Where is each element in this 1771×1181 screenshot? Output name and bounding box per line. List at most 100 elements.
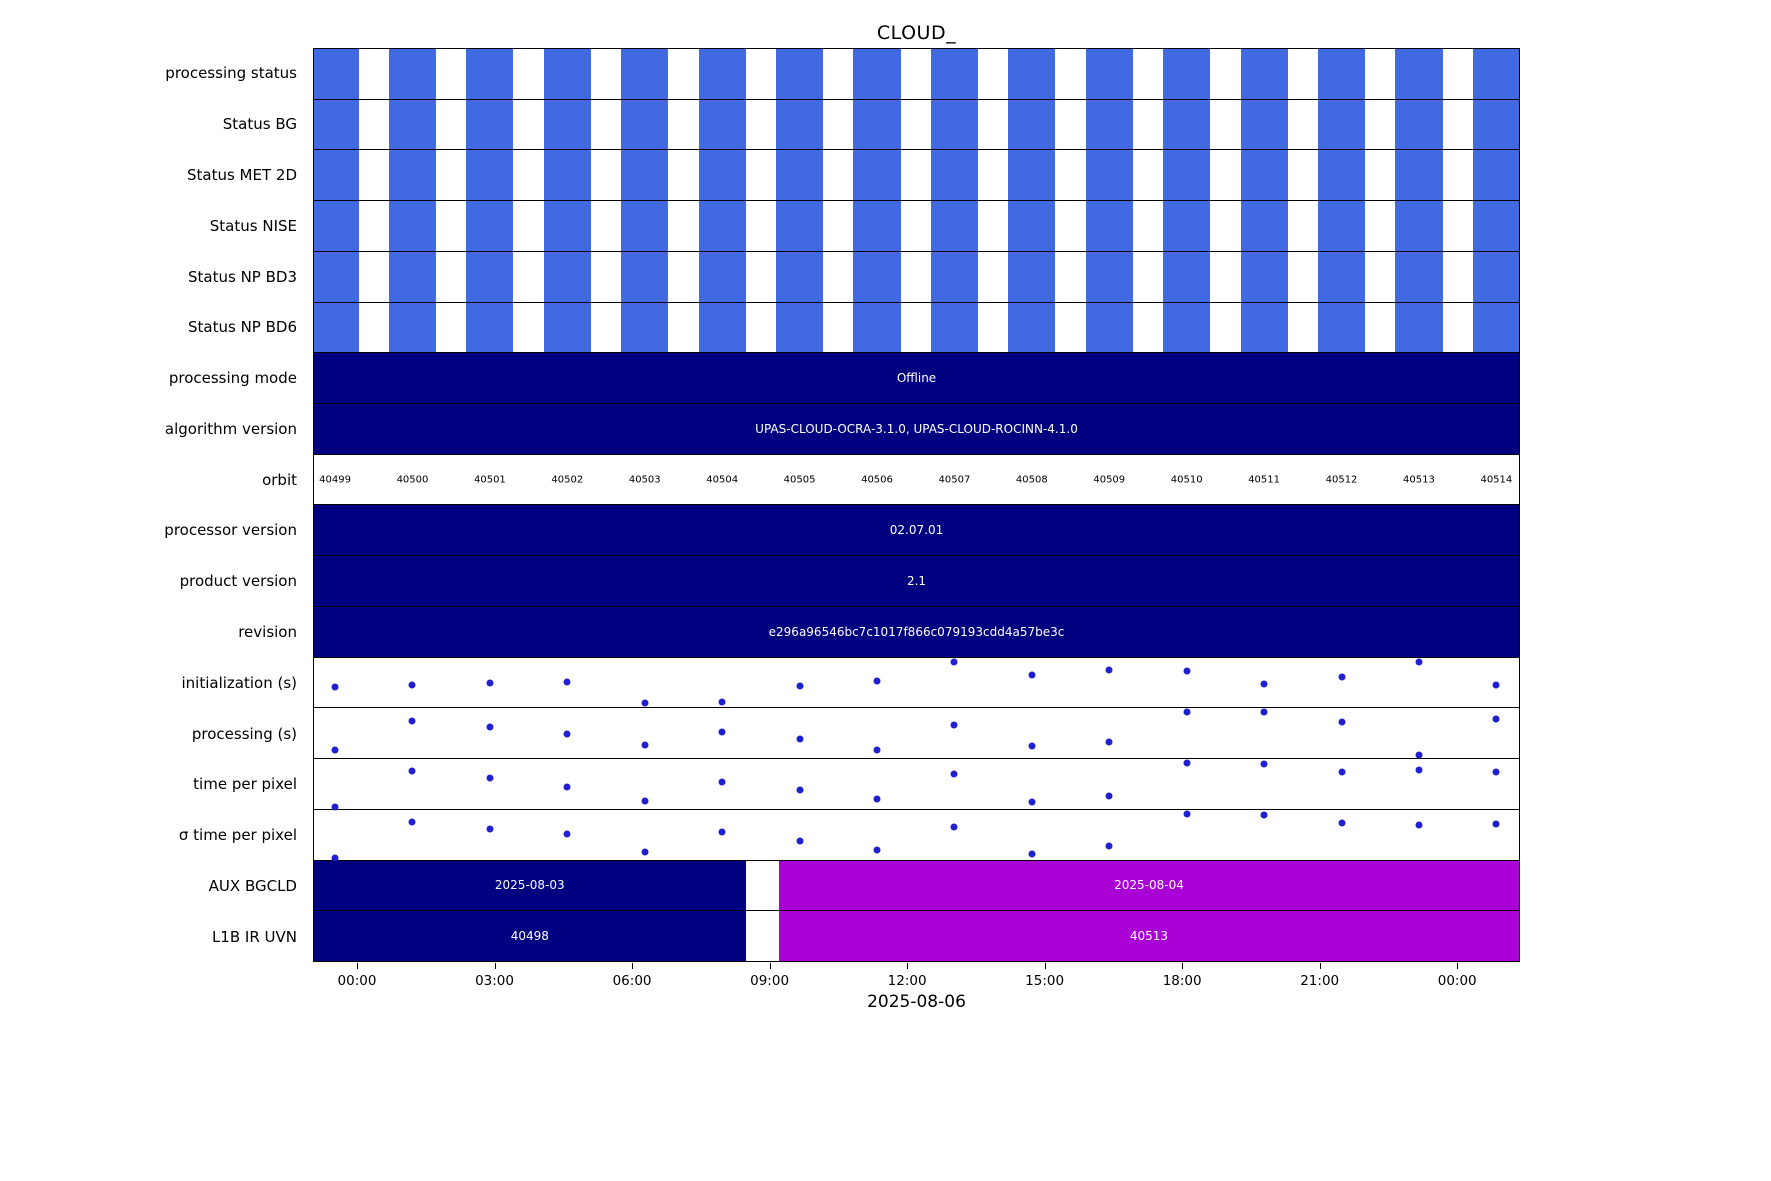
status-bar (621, 99, 669, 150)
orbit-number: 40503 (628, 474, 661, 486)
scatter-dot (486, 774, 494, 782)
scatter-dot (1415, 766, 1423, 774)
row-status-met-2d (314, 150, 1519, 202)
bar-value-processing-mode: Offline (896, 371, 937, 386)
orbit-number: 40512 (1325, 474, 1358, 486)
row-label-algorithm-version: algorithm version (164, 419, 297, 438)
row-revision: e296a96546bc7c1017f866c079193cdd4a57be3c (314, 606, 1519, 658)
scatter-dot (1415, 821, 1423, 829)
status-bar (853, 49, 901, 99)
status-bar (388, 99, 437, 150)
status-bar (1085, 49, 1133, 99)
x-tick-label: 09:00 (750, 973, 790, 989)
scatter-dot (641, 848, 649, 856)
scatter-dot (796, 682, 804, 690)
x-tick-mark (632, 963, 634, 969)
scatter-dot (641, 741, 649, 749)
scatter-dot (796, 837, 804, 845)
bar-value-processor-version: 02.07.01 (889, 523, 944, 538)
status-bar (1395, 201, 1443, 251)
row-label-status-met-2d: Status MET 2D (186, 165, 297, 184)
row-label-time-per-pixel: time per pixel (193, 775, 297, 794)
status-bar (388, 251, 437, 302)
scatter-dot (1260, 680, 1268, 688)
scatter-dot (1105, 842, 1113, 850)
scatter-dot (1260, 760, 1268, 768)
status-bar (1472, 251, 1519, 302)
orbit-number: 40502 (551, 474, 584, 486)
scatter-dot (950, 721, 958, 729)
status-bar (388, 49, 437, 99)
scatter-dot (796, 735, 804, 743)
x-tick-mark (1182, 963, 1184, 969)
status-bar (1163, 49, 1211, 99)
x-axis-label: 2025-08-06 (867, 992, 966, 1012)
scatter-dot (331, 854, 339, 862)
row-label-l1b-ir-uvn: L1B IR UVN (211, 927, 297, 946)
scatter-dot (563, 830, 571, 838)
status-bar (1240, 302, 1288, 353)
scatter-dot (1183, 759, 1191, 767)
status-bar (853, 302, 901, 353)
status-bar (388, 302, 437, 353)
status-bar (853, 251, 901, 302)
scatter-dot (486, 723, 494, 731)
scatter-dot (1028, 850, 1036, 858)
scatter-dot (1338, 768, 1346, 776)
row-label-revision: revision (238, 622, 297, 641)
status-bar (698, 150, 746, 201)
scatter-dot (1260, 708, 1268, 716)
status-bar (698, 201, 746, 251)
row-label-orbit: orbit (262, 470, 297, 489)
scatter-dot (1260, 811, 1268, 819)
status-bar (466, 49, 514, 99)
scatter-dot (718, 728, 726, 736)
status-bar (698, 49, 746, 99)
x-tick-mark (494, 963, 496, 969)
status-bar (1163, 201, 1211, 251)
scatter-dot (331, 683, 339, 691)
scatter-dot (1105, 792, 1113, 800)
status-bar (1317, 302, 1366, 353)
scatter-dot (718, 778, 726, 786)
status-bar (1472, 49, 1519, 99)
scatter-dot (873, 795, 881, 803)
status-bar (1008, 201, 1056, 251)
scatter-dot (796, 786, 804, 794)
row-orbit: 40499 40500 40501 40502 40503 40504 40505 40506… (314, 455, 1519, 506)
status-bar (621, 150, 669, 201)
bar-value-algorithm-version: UPAS-CLOUD-OCRA-3.1.0, UPAS-CLOUD-ROCINN… (755, 421, 1078, 436)
chart-title: CLOUD_ (876, 22, 957, 44)
status-bar (776, 251, 824, 302)
status-bar (1472, 150, 1519, 201)
status-bar (1085, 302, 1133, 353)
row-aux-bgcld: 2025-08-03 2025-08-04 (314, 860, 1519, 912)
scatter-dot (718, 828, 726, 836)
status-bar (314, 302, 359, 353)
segment-40513: 40513 (778, 911, 1519, 961)
orbit-number: 40514 (1480, 474, 1513, 486)
orbit-number: 40501 (473, 474, 506, 486)
orbit-number: 40505 (783, 474, 816, 486)
row-label-processing-mode: processing mode (168, 369, 297, 388)
orbit-number: 40510 (1170, 474, 1203, 486)
x-tick-label: 18:00 (1162, 973, 1202, 989)
status-bar (776, 99, 824, 150)
status-bar (1163, 251, 1211, 302)
status-bar (1008, 251, 1056, 302)
orbit-number: 40511 (1248, 474, 1280, 486)
status-bar (466, 99, 514, 150)
x-tick-mark (1319, 963, 1321, 969)
status-bar (621, 201, 669, 251)
status-bar (543, 99, 591, 150)
status-bar (314, 201, 359, 251)
x-tick-mark (1457, 963, 1459, 969)
status-bar (1395, 251, 1443, 302)
scatter-dot (1415, 658, 1423, 666)
status-bar (621, 49, 669, 99)
x-tick-label: 00:00 (1437, 973, 1477, 989)
plot-area: Offline UPAS-CLOUD-OCRA-3.1.0, UPAS-CLOUD… (313, 48, 1520, 962)
row-processing-s (314, 708, 1519, 760)
row-processing-status (314, 49, 1519, 100)
scatter-dot (1028, 742, 1036, 750)
